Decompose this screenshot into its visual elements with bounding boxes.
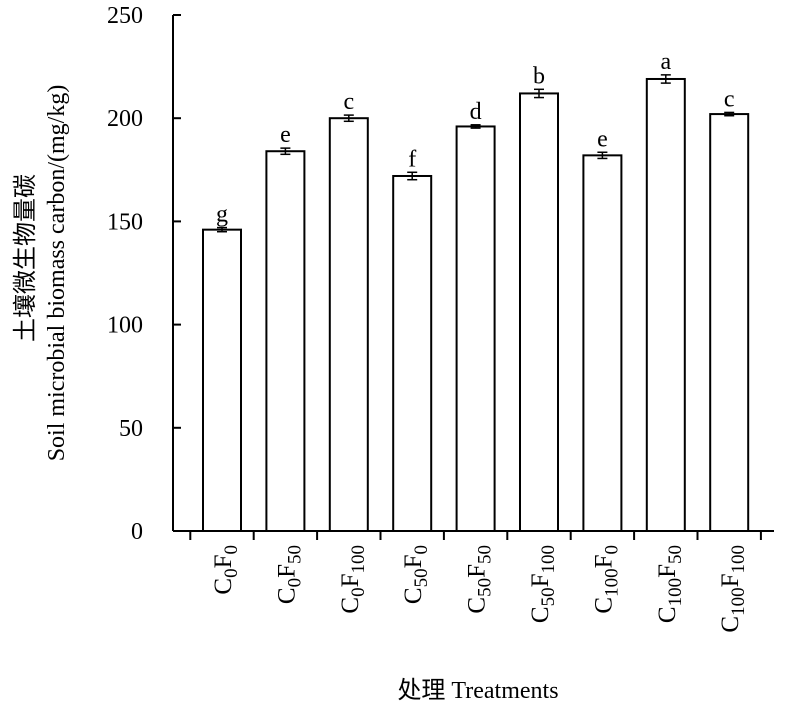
bar-series: g e c f d b e a c (202, 49, 750, 533)
x-tick-label: C100F100 (717, 545, 749, 633)
y-tick-label: 0 (131, 519, 143, 545)
error-bar (724, 111, 735, 117)
error-bar (534, 88, 544, 99)
x-axis (173, 530, 774, 540)
significance-letter: b (533, 63, 545, 89)
x-tick-label: C100F0 (590, 545, 622, 614)
error-bar (407, 171, 418, 181)
significance-letter: a (660, 49, 671, 75)
y-axis-label-cn: 土壤微生物量碳 (12, 174, 39, 342)
error-bar (660, 74, 671, 84)
bar (645, 77, 686, 532)
y-tick-label: 100 (107, 313, 143, 339)
bar (709, 113, 750, 533)
error-bar (280, 147, 291, 156)
bar (202, 228, 242, 532)
bar (455, 125, 496, 533)
y-tick-label: 150 (107, 209, 143, 235)
x-tick-label: C0F50 (273, 545, 305, 604)
significance-letter: e (597, 126, 608, 152)
y-tick-label: 250 (107, 3, 143, 29)
x-tick-label: C50F50 (464, 545, 496, 614)
y-axis: 0 50 100 150 200 250 (107, 3, 181, 545)
error-bar (217, 226, 227, 233)
significance-letter: d (470, 99, 482, 125)
significance-letter: c (343, 89, 354, 115)
error-bar (343, 114, 354, 123)
x-tick-label: C50F100 (527, 545, 559, 623)
error-bar (597, 151, 608, 160)
error-bar (470, 124, 481, 129)
significance-letter: c (724, 86, 735, 112)
x-tick-label: C0F0 (210, 545, 242, 595)
x-tick-label: C100F50 (654, 545, 686, 623)
significance-letter: g (216, 202, 228, 228)
bar (582, 154, 623, 533)
bar (265, 150, 306, 532)
x-axis-label: 处理 Treatments (397, 677, 558, 704)
y-tick-label: 200 (107, 106, 143, 132)
bar (519, 92, 559, 532)
y-axis-label: 土壤微生物量碳 Soil microbial biomass carbon/(m… (12, 85, 70, 462)
significance-letter: e (280, 122, 291, 148)
bar (328, 117, 369, 532)
x-tick-label: C0F100 (337, 545, 369, 614)
x-tick-labels: C0F0 C0F50 C0F100 C50F0 C50F50 C50F100 C100F0 C… (210, 545, 749, 633)
y-tick-label: 50 (119, 416, 143, 442)
y-axis-label-en: Soil microbial biomass carbon/(mg/kg) (44, 85, 70, 462)
bar (392, 174, 433, 532)
x-tick-label: C50F0 (400, 545, 432, 604)
significance-letter: f (408, 146, 416, 172)
